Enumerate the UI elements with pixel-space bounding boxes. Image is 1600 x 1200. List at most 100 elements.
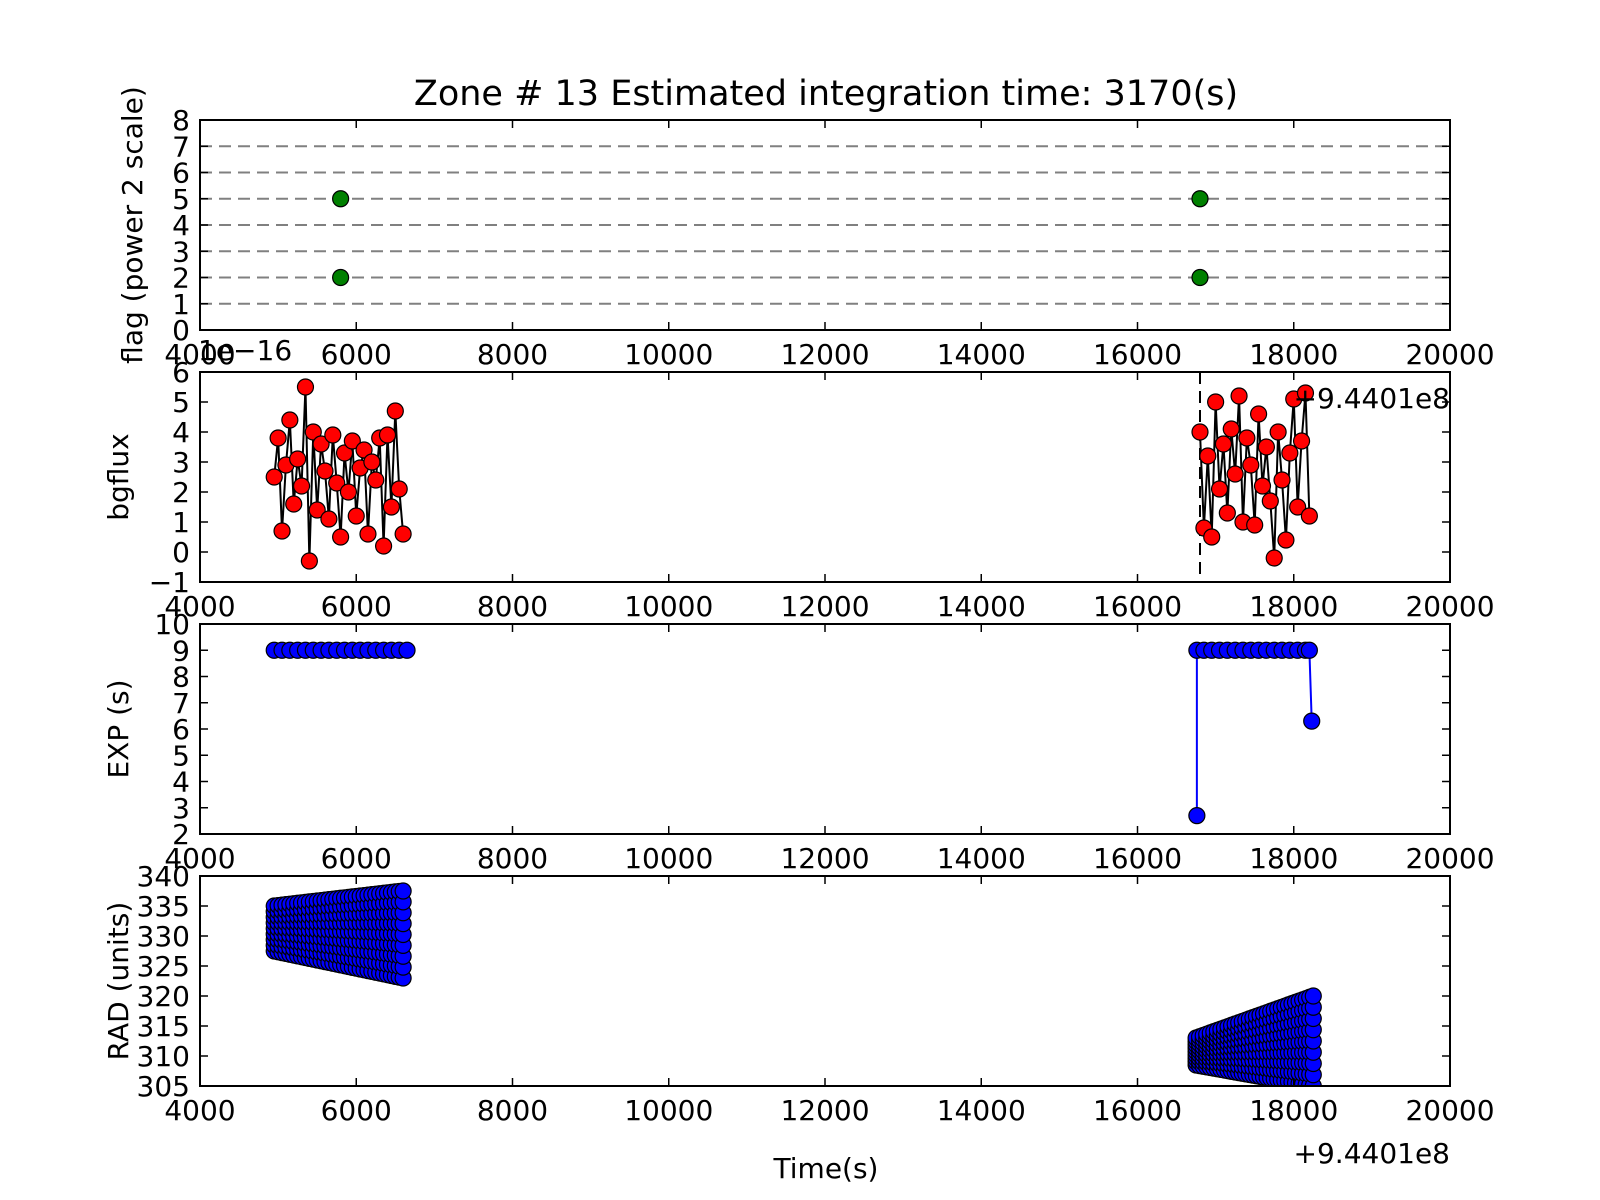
bgflux-y-axis-label: bgflux <box>102 433 135 521</box>
bgflux-marker <box>343 432 361 450</box>
flag-y-tick-label: 7 <box>172 130 190 163</box>
bgflux-marker <box>1226 465 1244 483</box>
flag-x-tick-label: 16000 <box>1093 338 1182 371</box>
rad-x-tick-label: 18000 <box>1249 1094 1338 1127</box>
exp-y-tick-label: 10 <box>154 608 190 641</box>
rad-y-tick-label: 340 <box>137 860 190 893</box>
bgflux-marker <box>347 507 365 525</box>
exp-y-axis-label: EXP (s) <box>102 679 135 778</box>
bgflux-y-tick-label: 6 <box>172 356 190 389</box>
bgflux-x-tick-label: 10000 <box>624 590 713 623</box>
bgflux-y-tick-label: 3 <box>172 446 190 479</box>
bgflux-marker <box>1265 549 1283 567</box>
bgflux-y-scale-label: 1e−16 <box>198 334 292 367</box>
bgflux-marker <box>1191 423 1209 441</box>
flag-axes-frame <box>199 119 1451 331</box>
flag-marker <box>1191 268 1209 287</box>
flag-y-tick-label: 6 <box>172 157 190 190</box>
rad-x-axis-label: Time(s) <box>773 1152 879 1185</box>
bgflux-marker <box>1277 531 1295 549</box>
rad-x-tick-label: 12000 <box>780 1094 869 1127</box>
bgflux-marker <box>386 402 404 420</box>
bgflux-x-tick-label: 14000 <box>937 590 1026 623</box>
bgflux-marker <box>1238 429 1256 447</box>
bgflux-marker <box>1253 477 1272 495</box>
bgflux-marker <box>304 423 322 441</box>
rad-y-tick-label: 325 <box>137 950 190 983</box>
bgflux-marker <box>367 471 385 489</box>
bgflux-marker <box>359 525 377 543</box>
flag-x-tick-label: 14000 <box>937 338 1026 371</box>
bgflux-marker <box>273 522 291 540</box>
flag-x-tick-label: 8000 <box>477 338 548 371</box>
bgflux-marker <box>265 468 283 486</box>
bgflux-marker <box>363 453 381 471</box>
exp-x-tick-label: 18000 <box>1249 842 1338 875</box>
flag-y-tick-label: 2 <box>172 262 190 295</box>
flag-marker <box>1191 190 1209 208</box>
flag-y-axis-label: flag (power 2 scale) <box>116 86 149 364</box>
bgflux-y-tick-label: 0 <box>172 536 190 569</box>
exp-series-line <box>1195 649 1313 816</box>
rad-x-tick-label: 20000 <box>1405 1094 1494 1127</box>
bgflux-marker <box>378 426 397 444</box>
flag-x-tick-label: 4000 <box>164 338 235 371</box>
exp-x-tick-label: 20000 <box>1405 842 1494 875</box>
rad-x-tick-label: 10000 <box>624 1094 713 1127</box>
rad-y-tick-label: 310 <box>137 1040 190 1073</box>
bgflux-marker <box>1207 393 1225 411</box>
flag-y-tick-label: 3 <box>172 235 190 268</box>
bgflux-x-tick-label: 20000 <box>1405 590 1494 623</box>
exp-y-tick-label: 8 <box>172 661 190 694</box>
exp-subplot: 4000 6000 8000 10000 12000 14000 16000 18000 200… <box>102 608 1495 875</box>
bgflux-y-tick-label: 1 <box>172 506 190 539</box>
bgflux-x-tick-label: 18000 <box>1249 590 1338 623</box>
bgflux-marker <box>1203 528 1221 546</box>
flag-x-tick-label: 18000 <box>1249 338 1338 371</box>
exp-x-tick-label: 8000 <box>477 842 548 875</box>
flag-y-tick-label: 4 <box>172 209 190 242</box>
bgflux-y-tick-label: 2 <box>172 476 190 509</box>
bgflux-marker <box>320 510 338 528</box>
bgflux-marker <box>1242 456 1260 474</box>
bgflux-subplot: 4000 6000 8000 10000 12000 14000 16000 18000 200… <box>102 356 1495 623</box>
flag-x-tick-label: 20000 <box>1405 338 1494 371</box>
bgflux-marker <box>382 498 401 516</box>
bgflux-marker <box>335 444 354 462</box>
exp-marker <box>1300 641 1318 659</box>
flag-marker <box>332 190 350 208</box>
bgflux-marker <box>1261 492 1279 510</box>
rad-x-tick-label: 4000 <box>164 1094 235 1127</box>
rad-y-axis-label: RAD (units) <box>102 902 135 1061</box>
exp-marker <box>1188 807 1206 825</box>
rad-y-tick-label: 315 <box>137 1010 190 1043</box>
bgflux-marker <box>1296 384 1315 402</box>
bgflux-marker <box>1257 438 1276 456</box>
bgflux-marker <box>292 477 311 495</box>
bgflux-marker <box>1289 498 1307 516</box>
bgflux-marker <box>312 435 330 453</box>
bgflux-x-tick-label: 4000 <box>164 590 235 623</box>
bgflux-marker <box>296 378 315 396</box>
exp-y-tick-label: 4 <box>172 766 190 799</box>
bgflux-marker <box>1246 516 1264 534</box>
bgflux-y-tick-label: −1 <box>149 566 190 599</box>
exp-x-tick-label: 14000 <box>937 842 1026 875</box>
bgflux-marker <box>374 537 393 555</box>
bgflux-marker <box>394 525 412 543</box>
flag-y-tick-label: 8 <box>172 104 190 137</box>
chart-title: Zone # 13 Estimated integration time: 31… <box>414 74 1238 114</box>
bgflux-x-tick-label: 8000 <box>477 590 548 623</box>
exp-x-tick-label: 12000 <box>780 842 869 875</box>
flag-y-tick-label: 1 <box>172 288 190 321</box>
exp-y-tick-label: 9 <box>172 634 190 667</box>
bgflux-marker <box>332 528 350 546</box>
bgflux-marker <box>285 495 303 513</box>
flag-y-tick-label: 5 <box>172 183 190 216</box>
bgflux-marker <box>269 429 287 447</box>
bgflux-marker <box>1218 504 1236 522</box>
rad-subplot: 4000 6000 8000 10000 12000 14000 16000 18000 200… <box>102 860 1495 1127</box>
bgflux-marker <box>1281 444 1299 462</box>
flag-x-tick-label: 10000 <box>624 338 713 371</box>
